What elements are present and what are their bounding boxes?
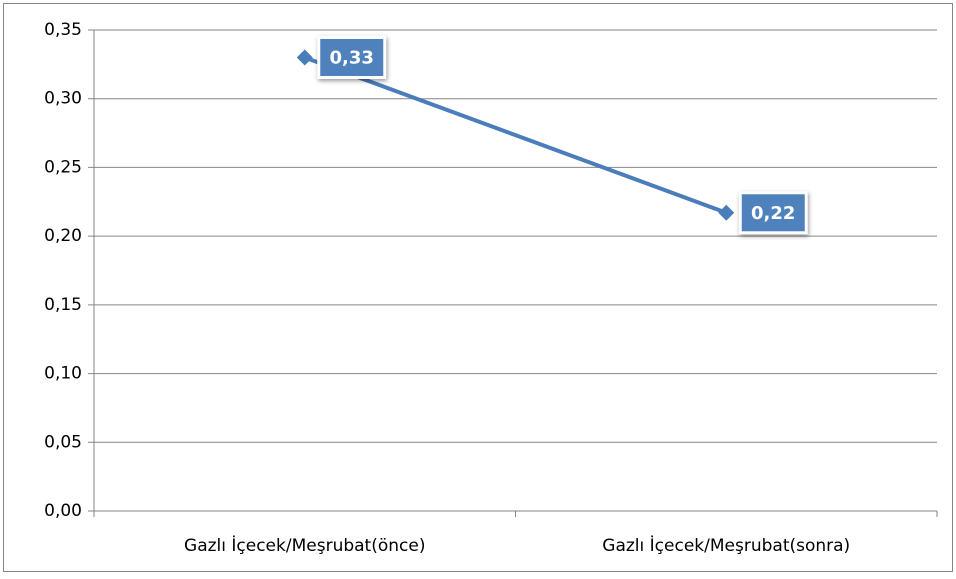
y-tick-label: 0,15	[44, 295, 82, 315]
y-tick-label: 0,05	[44, 432, 82, 452]
data-label: 0,33	[330, 47, 374, 68]
y-tick-label: 0,10	[44, 364, 82, 384]
data-marker	[296, 49, 313, 66]
data-label-box	[317, 35, 387, 79]
data-label: 0,22	[751, 203, 795, 224]
x-tick-label: Gazlı İçecek/Meşrubat(önce)	[184, 535, 425, 556]
y-tick-label: 0,25	[44, 157, 82, 177]
data-line	[304, 55, 727, 215]
chart-frame	[3, 3, 953, 572]
y-tick-label: 0,20	[44, 226, 82, 246]
y-tick-label: 0,00	[44, 501, 82, 521]
data-marker	[718, 204, 735, 221]
x-tick-label: Gazlı İçecek/Meşrubat(sonra)	[602, 535, 850, 556]
y-tick-label: 0,35	[44, 20, 82, 40]
y-tick-label: 0,30	[44, 89, 82, 109]
data-label-box	[738, 191, 808, 235]
